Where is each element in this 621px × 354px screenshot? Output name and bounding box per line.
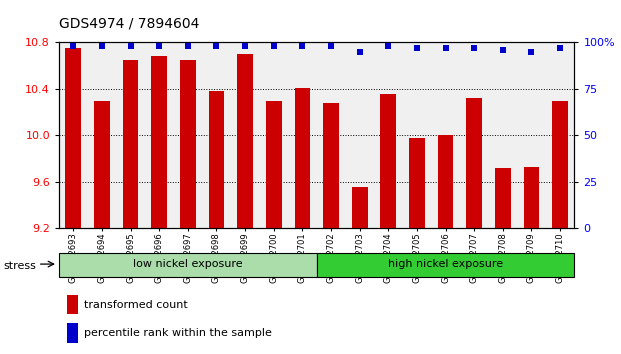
Text: percentile rank within the sample: percentile rank within the sample: [84, 328, 272, 338]
Bar: [65, 48, 81, 228]
Point: [412, 45, 422, 51]
Point: [125, 44, 135, 49]
Point: [154, 44, 164, 49]
Bar: [180, 60, 196, 228]
Point: [297, 44, 307, 49]
Text: low nickel exposure: low nickel exposure: [133, 259, 243, 269]
Bar: [495, 168, 510, 228]
Bar: [323, 103, 339, 228]
Bar: [66, 295, 78, 314]
Bar: [209, 91, 224, 228]
Bar: [466, 98, 482, 228]
Point: [555, 45, 565, 51]
Point: [440, 45, 450, 51]
Point: [240, 44, 250, 49]
Bar: [524, 167, 540, 228]
Bar: [59, 253, 317, 276]
Bar: [123, 60, 138, 228]
Point: [355, 49, 365, 55]
Bar: [317, 253, 574, 276]
Point: [383, 44, 393, 49]
Point: [97, 44, 107, 49]
Bar: [381, 93, 396, 228]
Bar: [552, 101, 568, 228]
Point: [469, 45, 479, 51]
Bar: [266, 101, 282, 228]
Bar: [237, 54, 253, 228]
Point: [498, 47, 508, 53]
Text: high nickel exposure: high nickel exposure: [388, 259, 503, 269]
Bar: [94, 101, 110, 228]
Text: GDS4974 / 7894604: GDS4974 / 7894604: [59, 16, 199, 30]
Text: transformed count: transformed count: [84, 299, 188, 310]
Point: [68, 44, 78, 49]
Point: [212, 44, 222, 49]
Bar: [152, 56, 167, 228]
Bar: [409, 138, 425, 228]
Bar: [351, 187, 368, 228]
Bar: [294, 88, 310, 228]
Point: [326, 44, 336, 49]
Point: [183, 44, 193, 49]
Bar: [66, 324, 78, 343]
Point: [269, 44, 279, 49]
Text: stress: stress: [3, 261, 36, 271]
Bar: [438, 136, 453, 228]
Point: [527, 49, 537, 55]
